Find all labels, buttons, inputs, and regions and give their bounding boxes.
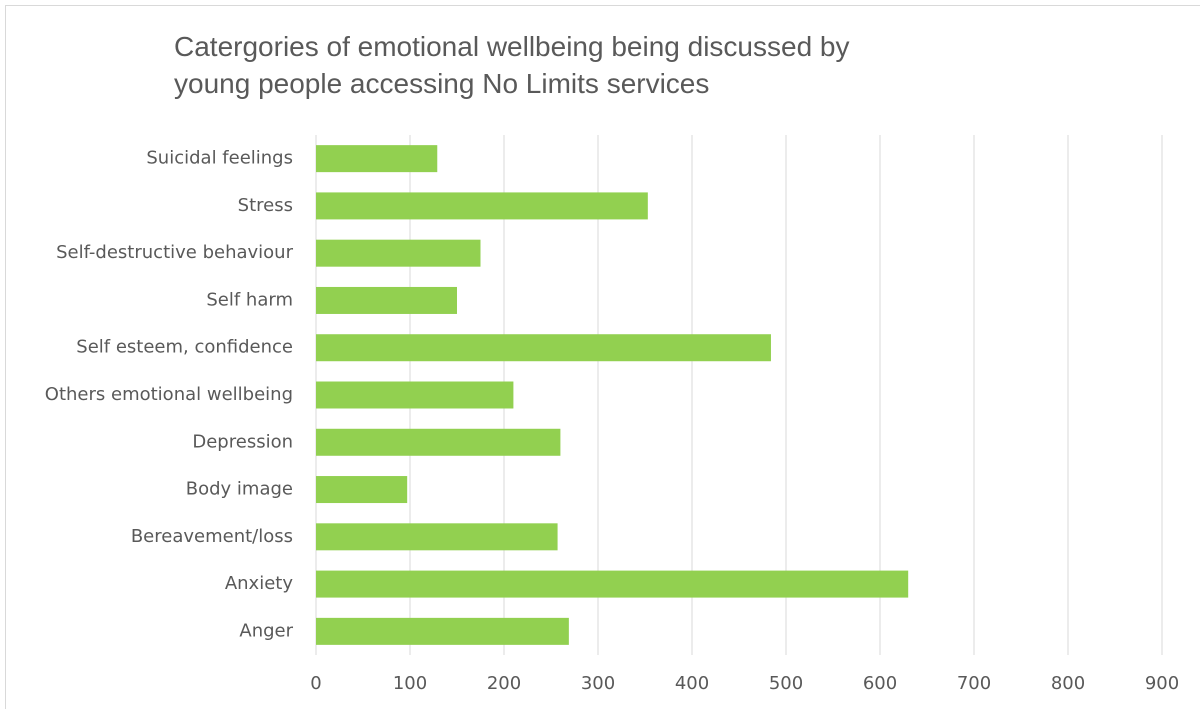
bar [316, 381, 514, 409]
x-tick-label: 200 [487, 673, 521, 694]
x-tick-label: 800 [1051, 673, 1085, 694]
y-tick-label: Depression [192, 431, 293, 452]
y-tick-label: Anxiety [225, 573, 294, 594]
x-tick-label: 900 [1145, 673, 1179, 694]
bar [316, 428, 561, 456]
x-tick-label: 500 [769, 673, 803, 694]
x-tick-label: 300 [581, 673, 615, 694]
bar [316, 334, 771, 362]
y-tick-label: Self esteem, confidence [76, 337, 293, 358]
y-tick-label: Suicidal feelings [146, 148, 293, 169]
y-tick-label: Stress [238, 195, 293, 216]
bar [316, 145, 438, 173]
y-tick-label: Bereavement/loss [131, 526, 293, 547]
y-tick-label: Anger [239, 620, 293, 641]
bar [316, 286, 457, 314]
bar [316, 570, 909, 598]
x-tick-label: 100 [393, 673, 427, 694]
x-tick-label: 600 [863, 673, 897, 694]
y-tick-label: Self-destructive behaviour [56, 242, 294, 263]
bar [316, 617, 569, 645]
y-tick-label: Body image [186, 479, 293, 500]
x-tick-label: 700 [957, 673, 991, 694]
chart-border [5, 5, 1200, 709]
x-tick-label: 0 [310, 673, 321, 694]
x-tick-label: 400 [675, 673, 709, 694]
chart-title: Catergories of emotional wellbeing being… [174, 31, 850, 99]
bar [316, 523, 558, 551]
y-tick-label: Others emotional wellbeing [45, 384, 293, 405]
bar [316, 239, 481, 267]
bar [316, 192, 648, 220]
bar [316, 476, 408, 504]
y-tick-label: Self harm [206, 289, 293, 310]
